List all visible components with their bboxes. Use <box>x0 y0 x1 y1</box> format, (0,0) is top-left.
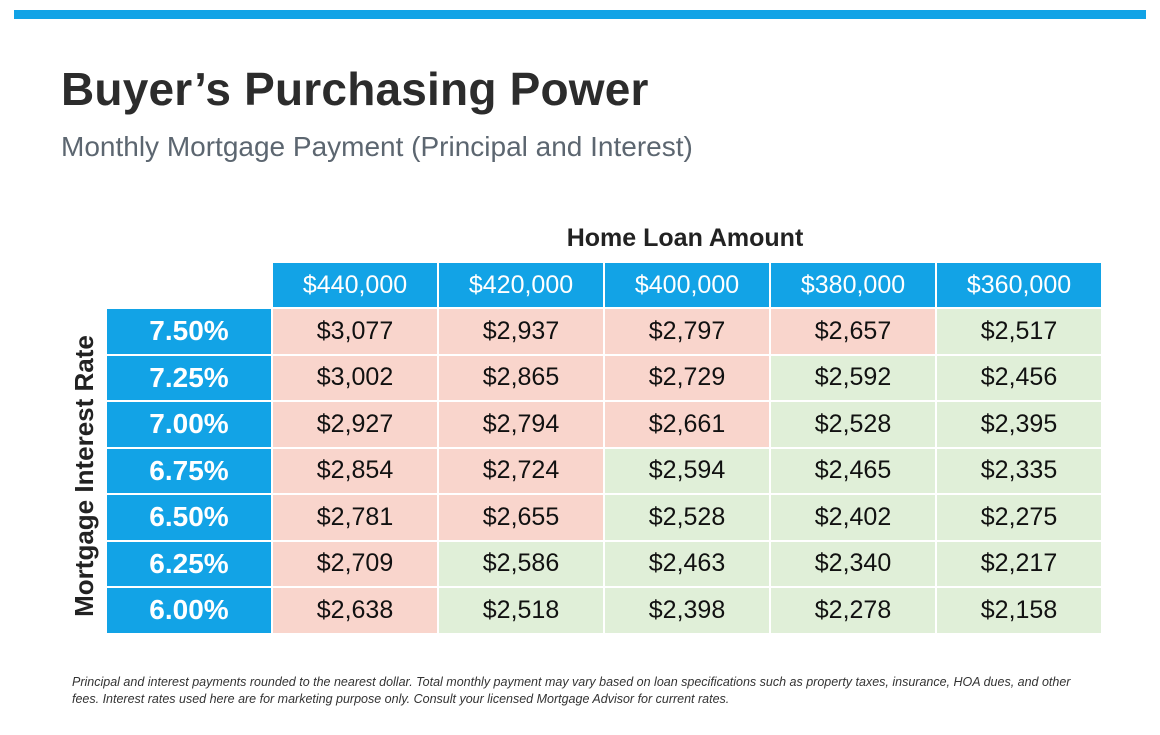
payment-cell: $2,781 <box>273 495 437 540</box>
payment-cell: $2,528 <box>771 402 935 447</box>
column-header: $440,000 <box>273 263 437 307</box>
payment-cell: $2,709 <box>273 541 437 586</box>
payment-cell: $2,638 <box>273 588 437 633</box>
payment-cell: $2,794 <box>439 402 603 447</box>
payment-cell: $2,275 <box>937 495 1101 540</box>
payment-cell: $2,655 <box>439 495 603 540</box>
rate-row-header: 6.75% <box>107 448 271 493</box>
payment-cell: $2,398 <box>605 588 769 633</box>
payment-cell: $2,463 <box>605 541 769 586</box>
payment-cell: $2,661 <box>605 402 769 447</box>
payment-table: $440,000 $420,000 $400,000 $380,000 $360… <box>107 263 1101 633</box>
payment-cell: $2,465 <box>771 448 935 493</box>
payment-cell: $2,528 <box>605 495 769 540</box>
column-header: $420,000 <box>439 263 603 307</box>
rate-row-header: 7.25% <box>107 355 271 400</box>
top-accent-bar <box>14 10 1146 19</box>
row-group-label: Mortgage Interest Rate <box>69 335 99 617</box>
column-group-label: Home Loan Amount <box>566 224 804 252</box>
payment-cell: $2,456 <box>937 355 1101 400</box>
rate-row-header: 6.00% <box>107 588 271 633</box>
column-header: $400,000 <box>605 263 769 307</box>
column-header: $380,000 <box>771 263 935 307</box>
payment-cell: $2,278 <box>771 588 935 633</box>
payment-cell: $2,395 <box>937 402 1101 447</box>
payment-cell: $2,729 <box>605 355 769 400</box>
rate-row-header: 6.25% <box>107 541 271 586</box>
payment-cell: $2,402 <box>771 495 935 540</box>
page-subtitle: Monthly Mortgage Payment (Principal and … <box>61 131 693 162</box>
table-corner <box>107 263 271 307</box>
payment-cell: $2,217 <box>937 541 1101 586</box>
payment-cell: $2,592 <box>771 355 935 400</box>
rate-row-header: 7.00% <box>107 402 271 447</box>
payment-cell: $2,594 <box>605 448 769 493</box>
payment-cell: $2,724 <box>439 448 603 493</box>
payment-cell: $2,586 <box>439 541 603 586</box>
payment-cell: $2,927 <box>273 402 437 447</box>
payment-cell: $2,937 <box>439 309 603 354</box>
footnote: Principal and interest payments rounded … <box>72 675 1071 706</box>
payment-cell: $2,158 <box>937 588 1101 633</box>
payment-cell: $2,865 <box>439 355 603 400</box>
payment-cell: $2,797 <box>605 309 769 354</box>
rate-row-header: 7.50% <box>107 309 271 354</box>
payment-cell: $2,517 <box>937 309 1101 354</box>
column-header: $360,000 <box>937 263 1101 307</box>
payment-cell: $2,657 <box>771 309 935 354</box>
rate-row-header: 6.50% <box>107 495 271 540</box>
payment-cell: $2,335 <box>937 448 1101 493</box>
payment-cell: $2,340 <box>771 541 935 586</box>
payment-cell: $2,518 <box>439 588 603 633</box>
payment-cell: $3,002 <box>273 355 437 400</box>
payment-cell: $3,077 <box>273 309 437 354</box>
payment-cell: $2,854 <box>273 448 437 493</box>
page-title: Buyer’s Purchasing Power <box>61 63 649 115</box>
